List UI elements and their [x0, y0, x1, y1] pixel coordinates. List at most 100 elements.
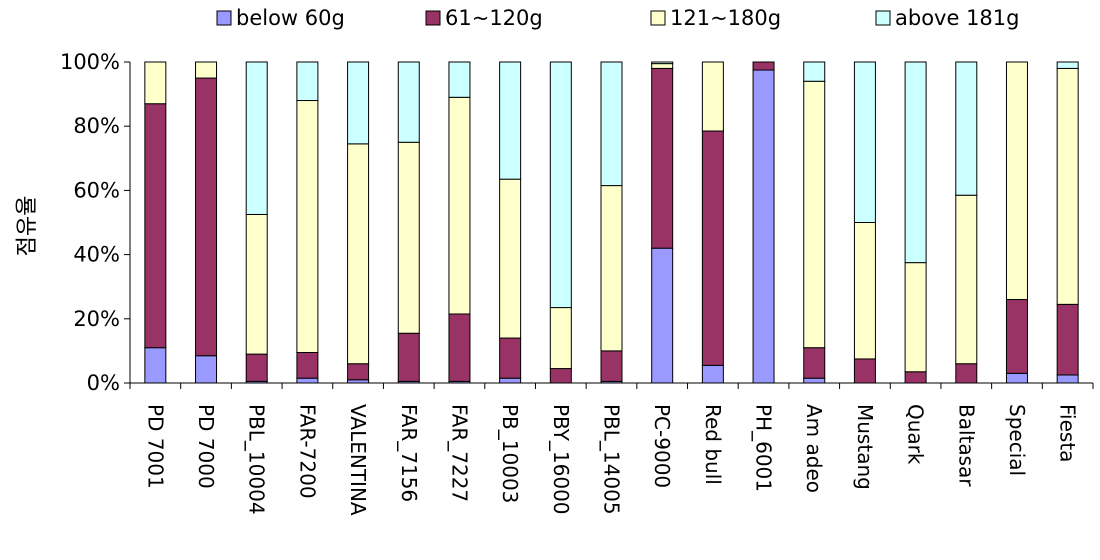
legend-label: below 60g — [236, 6, 345, 30]
legend: below 60g 61~120g 121~180g above 181g — [216, 6, 1019, 30]
x-tick-label: Special — [1005, 404, 1029, 476]
bar-segment-3 — [955, 194, 978, 365]
bar-segment-2 — [499, 337, 522, 379]
bar-segment-4 — [955, 61, 978, 196]
bar-segment-1 — [701, 364, 724, 384]
legend-swatch — [875, 10, 891, 26]
bar-segment-4 — [296, 61, 319, 102]
bar-segment-3 — [904, 262, 927, 373]
bar-segment-3 — [803, 80, 826, 349]
bar-segment-1 — [803, 377, 826, 384]
x-tick-label: PH_6001 — [752, 404, 776, 492]
bar-segment-1 — [195, 355, 218, 384]
bar-segment-2 — [1056, 303, 1079, 376]
y-axis-label: 점유율 — [15, 196, 40, 257]
bar-segment-2 — [955, 363, 978, 384]
x-tick-label: PBL_14005 — [600, 404, 624, 515]
bar-segment-4 — [448, 61, 471, 98]
bar-segment-3 — [347, 143, 370, 365]
x-tick-label: PD 7000 — [194, 404, 218, 489]
bar-segment-1 — [752, 69, 775, 384]
bar-segment-1 — [499, 377, 522, 384]
x-tick-label: PBL_10004 — [245, 404, 269, 515]
bar-segment-2 — [1005, 299, 1028, 374]
bar-segment-3 — [245, 213, 268, 355]
bar-segment-3 — [195, 61, 218, 79]
legend-swatch — [650, 10, 666, 26]
x-tick-label: Mustang — [853, 404, 877, 490]
bar-segment-2 — [549, 368, 572, 384]
bar-segment-4 — [549, 61, 572, 309]
bar-segment-3 — [651, 63, 674, 69]
bar-segment-4 — [853, 61, 876, 223]
bar-segment-4 — [651, 61, 674, 65]
bar-segment-1 — [296, 377, 319, 384]
bar-segment-2 — [803, 347, 826, 379]
bar-segment-2 — [245, 353, 268, 382]
x-tick-label: Am adeo — [802, 404, 826, 493]
bar-segment-2 — [448, 313, 471, 382]
axes: 0% 20% 40% 60% 80% 100% — [60, 50, 1094, 395]
x-tick-label: PC-9000 — [650, 404, 674, 488]
bar-segment-3 — [1056, 67, 1079, 305]
x-tick-label: Baltasar — [954, 404, 978, 487]
bar-segment-2 — [296, 352, 319, 379]
legend-label: above 181g — [895, 6, 1019, 30]
bar-segment-3 — [144, 61, 167, 105]
y-tick-label: 100% — [60, 50, 120, 74]
legend-label: 61~120g — [445, 6, 543, 30]
y-tick-label: 0% — [87, 371, 120, 395]
bar-segment-3 — [397, 141, 420, 334]
x-tick-labels: PD 7001 PD 7000 PBL_10004 FAR-7200 VALENTINA… — [143, 404, 1079, 516]
bar-segment-2 — [904, 371, 927, 384]
bar-segment-3 — [448, 96, 471, 315]
bar-segment-2 — [397, 332, 420, 382]
bar-segment-2 — [651, 67, 674, 249]
bar-segment-4 — [904, 61, 927, 264]
legend-swatch — [216, 10, 232, 26]
bar-segment-2 — [853, 358, 876, 384]
bar-segment-1 — [651, 247, 674, 384]
bar-segment-2 — [600, 350, 623, 382]
bar-segment-2 — [195, 77, 218, 357]
x-tick-label: PD 7001 — [143, 404, 167, 489]
x-tick-label: FAR-7200 — [295, 404, 319, 499]
y-tick-label: 40% — [73, 243, 120, 267]
y-tick-label: 60% — [73, 178, 120, 202]
x-tick-label: VALENTINA — [346, 404, 370, 516]
bar-segment-3 — [853, 222, 876, 360]
y-tick-label: 80% — [73, 114, 120, 138]
bars — [144, 61, 1079, 384]
bar-segment-4 — [347, 61, 370, 145]
y-tick-label: 20% — [73, 307, 120, 331]
legend-swatch — [425, 10, 441, 26]
bar-segment-4 — [803, 61, 826, 82]
bar-segment-3 — [1005, 61, 1028, 301]
bar-segment-2 — [752, 61, 775, 71]
bar-segment-4 — [397, 61, 420, 143]
bar-segment-2 — [144, 103, 167, 349]
bar-segment-3 — [549, 307, 572, 370]
bar-segment-2 — [701, 130, 724, 366]
x-tick-label: Quark — [904, 404, 928, 465]
bar-segment-4 — [499, 61, 522, 180]
bar-segment-1 — [144, 347, 167, 384]
bar-segment-3 — [296, 100, 319, 354]
bar-segment-4 — [600, 61, 623, 187]
x-tick-label: PB_10003 — [498, 404, 522, 503]
x-tick-label: FAR_7227 — [447, 404, 471, 502]
bar-segment-2 — [347, 363, 370, 381]
bar-segment-3 — [701, 61, 724, 132]
legend-label: 121~180g — [670, 6, 781, 30]
bar-segment-3 — [600, 185, 623, 352]
bar-segment-3 — [499, 178, 522, 339]
bar-segment-4 — [245, 61, 268, 215]
x-tick-label: FAR_7156 — [397, 404, 421, 502]
x-tick-label: Fiesta — [1056, 404, 1080, 462]
x-tick-label: PBY_16000 — [549, 404, 573, 515]
bar-segment-4 — [1056, 61, 1079, 69]
bar-segment-1 — [1056, 374, 1079, 384]
bar-segment-1 — [1005, 372, 1028, 384]
